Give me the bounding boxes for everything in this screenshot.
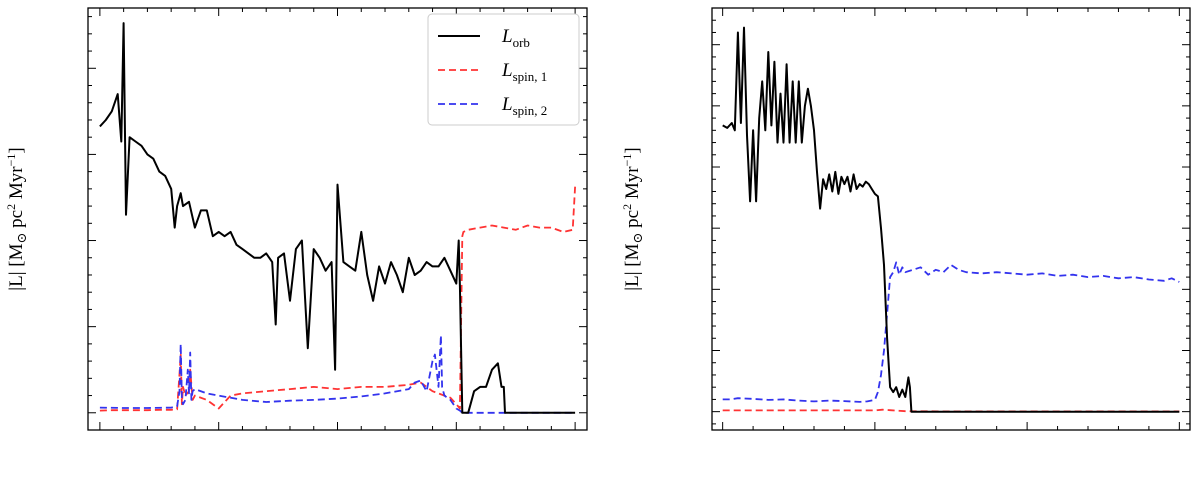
plot-area xyxy=(722,26,1180,413)
series-orb-line xyxy=(99,22,576,414)
y-axis-label: |L| [M⊙ pc2 Myr−1] xyxy=(4,147,29,290)
panel-a: |L| [M⊙ pc2 Myr−1] Lorb Lspin, 1 Lspin, 2 xyxy=(4,7,588,431)
legend-label-spin1: Lspin, 1 xyxy=(501,60,547,84)
legend-label-orb: Lorb xyxy=(501,26,530,50)
axes-frame xyxy=(711,7,1191,431)
legend: Lorb Lspin, 1 Lspin, 2 xyxy=(427,13,580,126)
legend-box xyxy=(427,13,580,126)
series-spin1-line xyxy=(99,186,576,412)
plot-area xyxy=(99,22,576,414)
y-axis-label: |L| [M⊙ pc2 Myr−1] xyxy=(620,147,645,290)
panel-b: |L| [M⊙ pc2 Myr−1] xyxy=(620,7,1191,431)
series-orb-line xyxy=(722,26,1180,413)
legend-label-spin2: Lspin, 2 xyxy=(501,94,547,118)
series-spin2-line xyxy=(722,261,1180,403)
